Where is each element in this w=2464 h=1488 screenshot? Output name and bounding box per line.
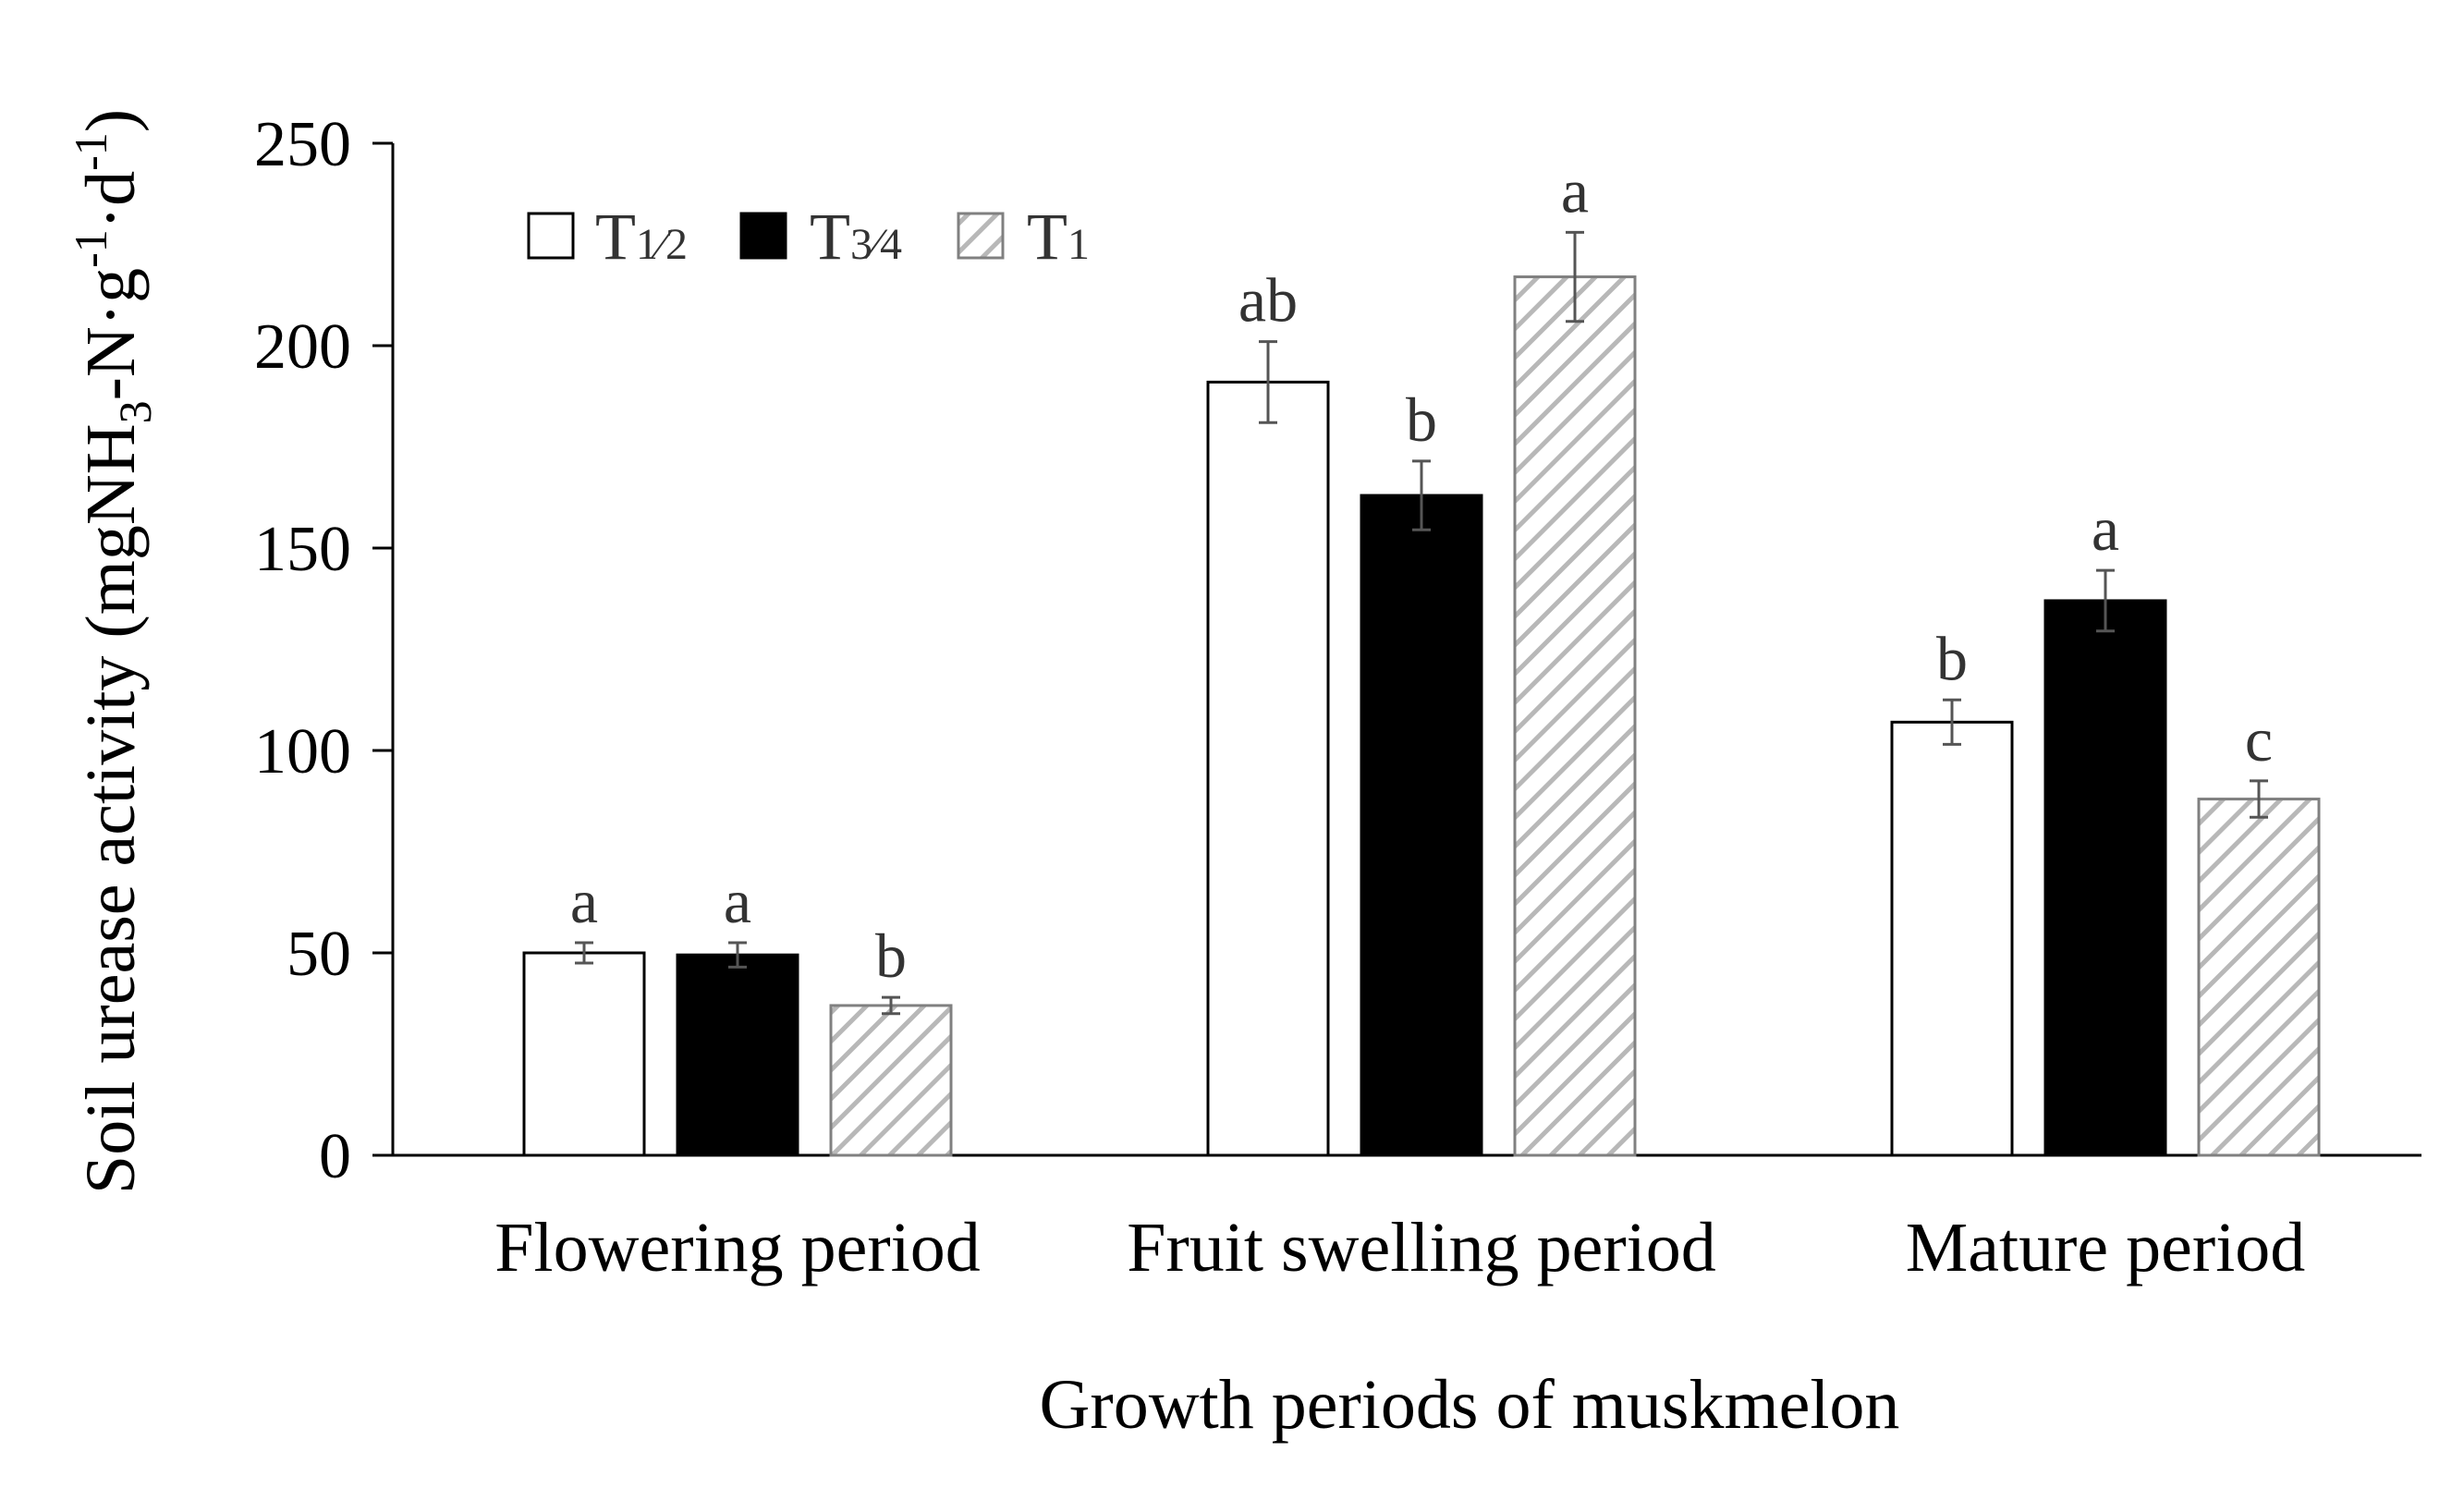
significance-label-t-three-quarter-1: b — [1406, 384, 1437, 455]
y-tick-label-150: 150 — [254, 514, 351, 585]
significance-label-t-half-1: ab — [1238, 265, 1298, 335]
category-label-0: Flowering period — [494, 1209, 981, 1287]
legend-item-t-three-quarter: T3⁄4 — [739, 200, 902, 274]
legend-label-t-one: T1 — [1027, 200, 1090, 274]
y-tick-label-50: 50 — [287, 919, 351, 990]
significance-label-t-half-0: a — [570, 866, 598, 936]
y-tick-label-0: 0 — [319, 1121, 351, 1192]
significance-label-t-one-0: b — [875, 921, 907, 991]
x-axis-title: Growth periods of muskmelon — [1040, 1366, 1900, 1444]
category-label-2: Mature period — [1906, 1209, 2306, 1287]
bar-t-three-quarter-0 — [676, 953, 799, 1157]
significance-label-t-one-2: c — [2245, 704, 2273, 774]
legend-label-t-half: T1⁄2 — [595, 200, 688, 274]
y-axis-title: Soil urease activity (mgNH3-N·g-1·d-1) — [65, 109, 161, 1194]
significance-label-t-half-2: b — [1936, 623, 1968, 693]
significance-label-t-three-quarter-0: a — [724, 866, 751, 936]
bar-t-half-2 — [1890, 720, 2014, 1157]
legend-swatch-t-half — [527, 212, 575, 260]
legend-item-t-half: T1⁄2 — [527, 200, 688, 274]
bar-t-three-quarter-2 — [2043, 599, 2167, 1157]
legend-label-t-three-quarter: T3⁄4 — [810, 200, 902, 274]
legend-item-t-one: T1 — [957, 200, 1090, 274]
plot-area: 0 50 100 150 200 250 Flowering period Fruit swe… — [254, 109, 2421, 1287]
bar-t-three-quarter-1 — [1360, 494, 1483, 1157]
legend-swatch-t-one — [957, 212, 1005, 260]
bar-t-one-2 — [2197, 798, 2321, 1157]
significance-label-t-three-quarter-2: a — [2092, 494, 2119, 564]
bar-t-half-0 — [522, 951, 646, 1157]
legend: T1⁄2 T3⁄4 T1 — [527, 200, 1090, 274]
category-label-1: Fruit swelling period — [1127, 1209, 1716, 1287]
y-tick-label-200: 200 — [254, 311, 351, 383]
bar-t-one-0 — [829, 1004, 953, 1157]
bar-t-half-1 — [1206, 380, 1330, 1157]
legend-swatch-t-three-quarter — [739, 212, 787, 260]
significance-label-t-one-1: a — [1561, 155, 1589, 226]
bar-t-one-1 — [1513, 275, 1637, 1157]
y-tick-label-100: 100 — [254, 716, 351, 787]
y-tick-label-250: 250 — [254, 109, 351, 180]
